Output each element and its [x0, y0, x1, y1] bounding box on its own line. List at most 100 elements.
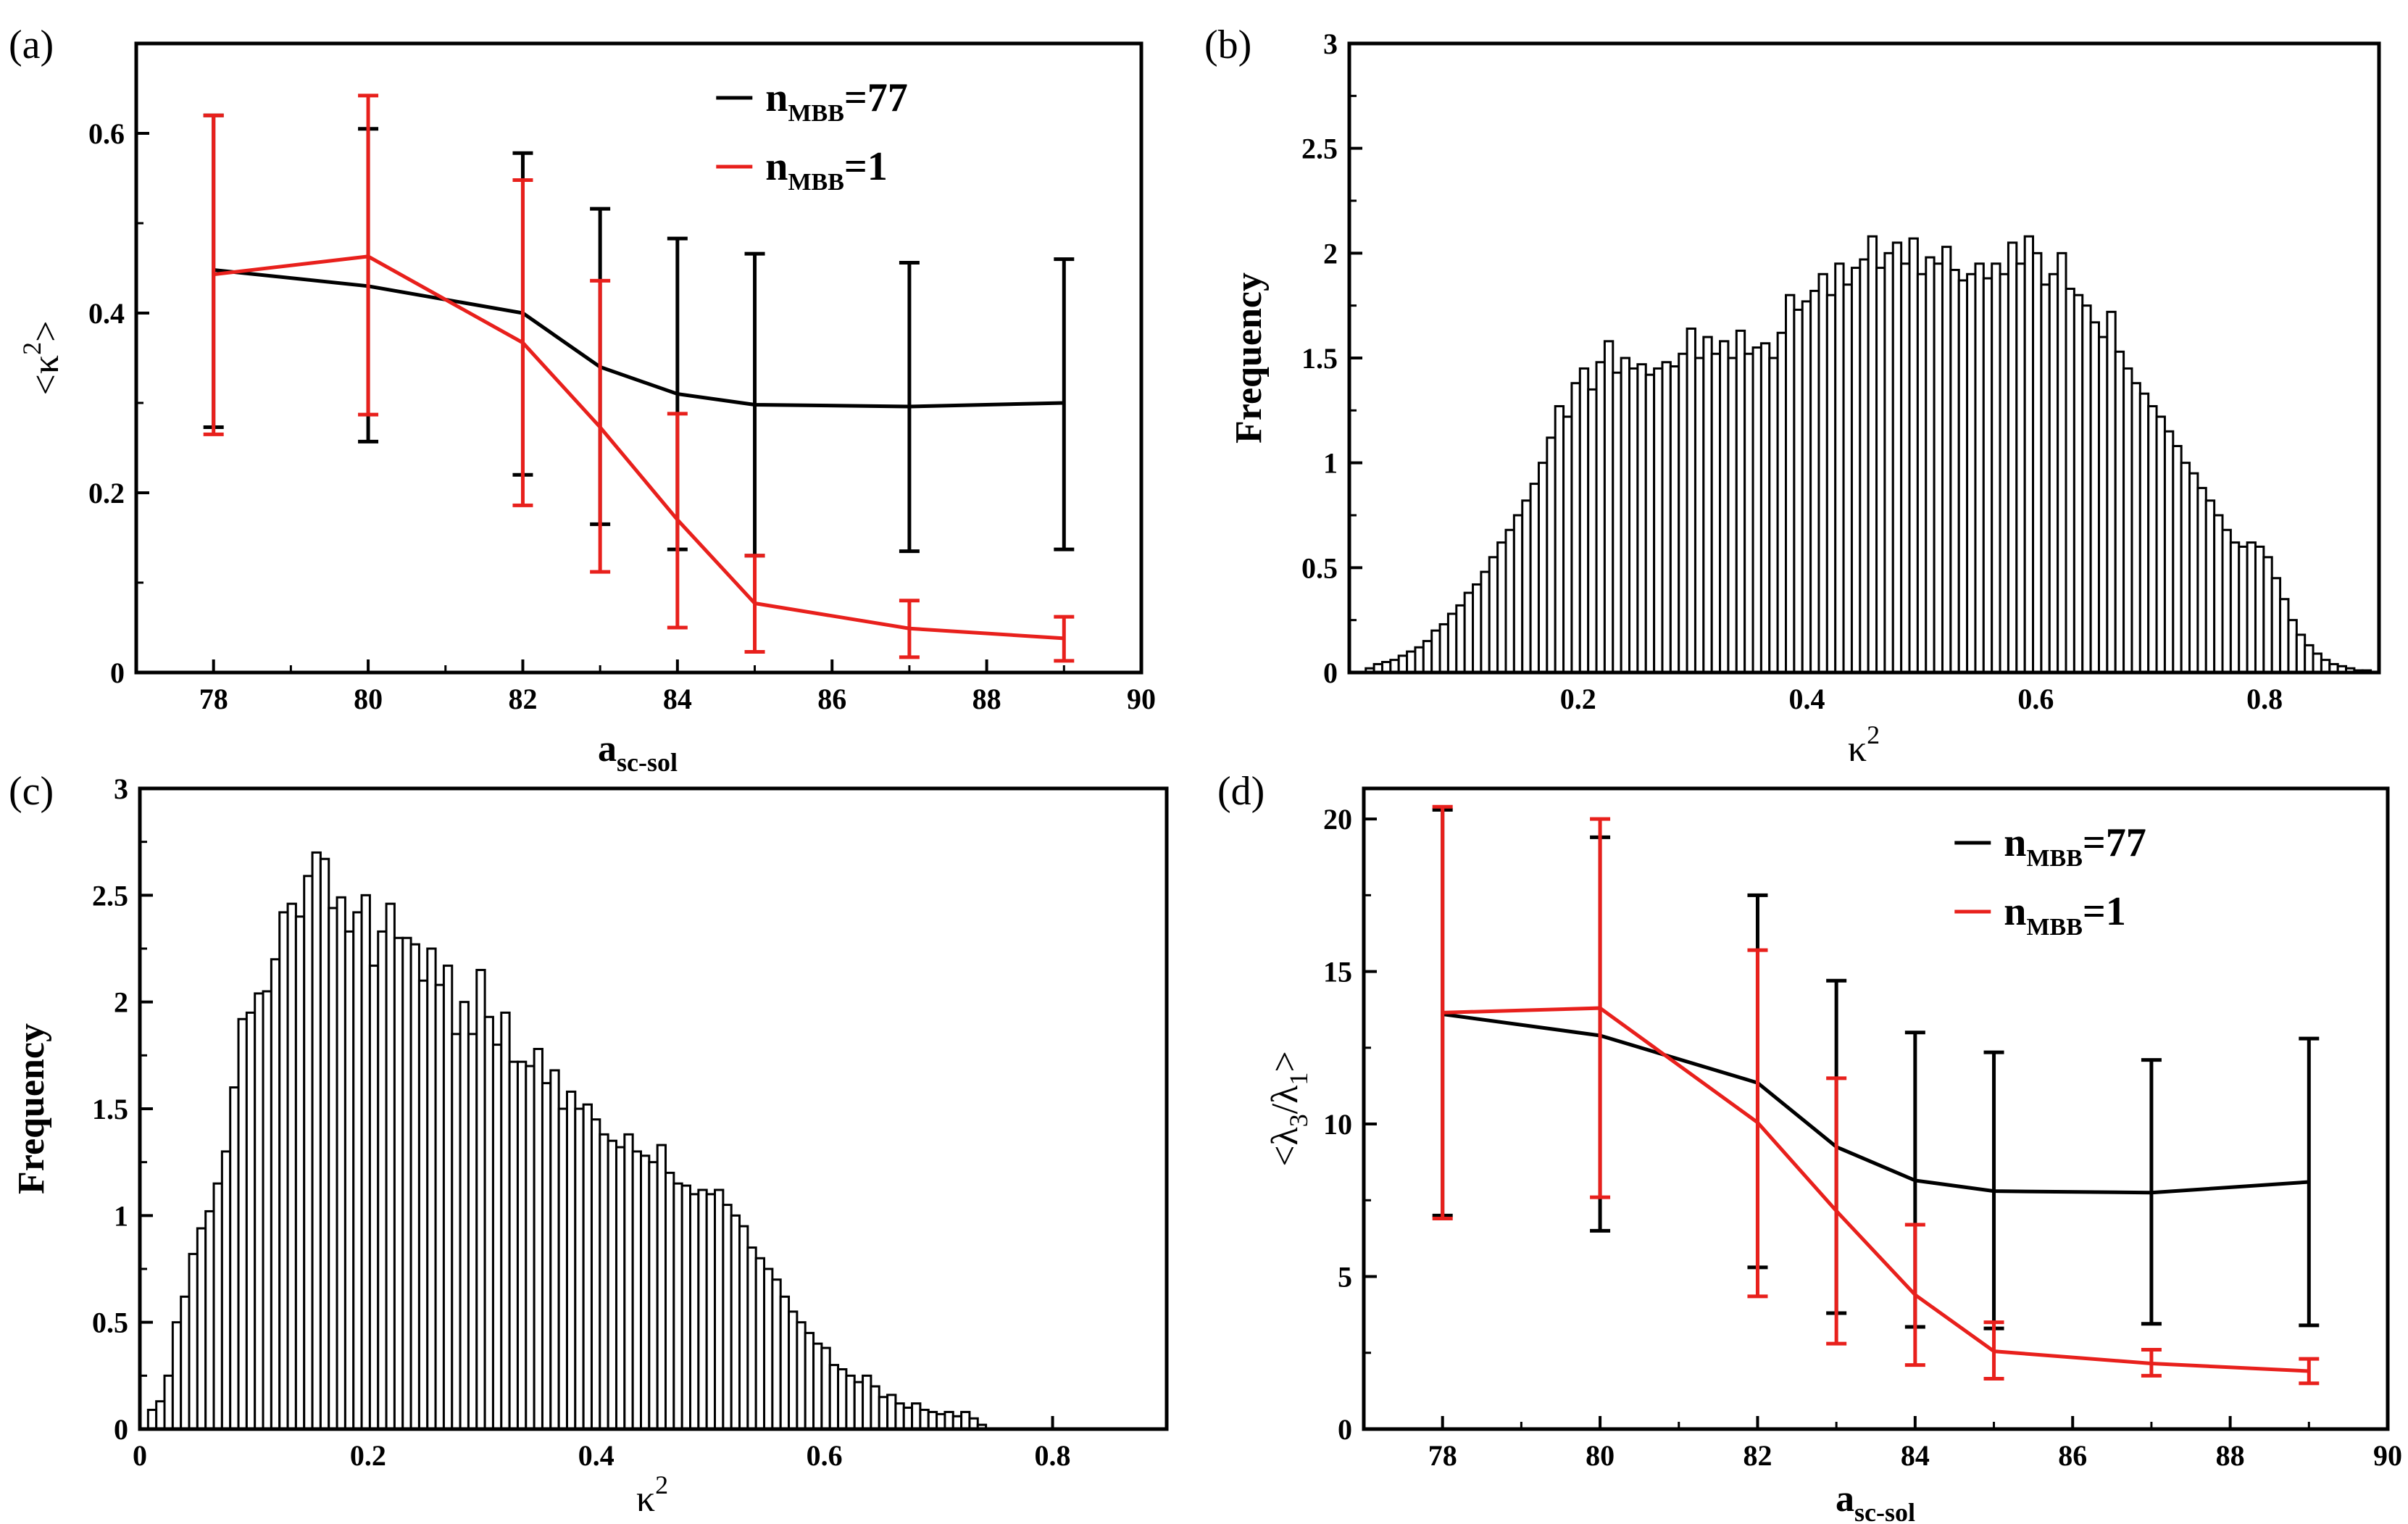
histogram-bar [1982, 277, 1994, 674]
histogram-bar [1966, 272, 1977, 674]
histogram-bar [1727, 357, 1738, 674]
series-nmbb-1 [1432, 804, 2320, 1386]
histogram-bar [426, 947, 437, 1431]
histogram-bar [680, 1184, 692, 1431]
x-tick-label: 0.4 [1789, 683, 1825, 715]
histogram-bar [220, 1150, 232, 1431]
y-axis-label-sub: 3 [1284, 1114, 1313, 1127]
histogram-bar [549, 1069, 560, 1431]
histogram-bar [1678, 352, 1688, 674]
histogram-bar [1759, 342, 1771, 674]
legend-label: nMBB=1 [765, 144, 888, 196]
histogram-bar [648, 1161, 659, 1431]
histogram-bar [294, 915, 306, 1431]
histogram-bar [902, 1407, 914, 1431]
series-line [1442, 1006, 2309, 1373]
series-line [213, 254, 1065, 641]
histogram-bar [607, 1139, 617, 1431]
panel-letter: (d) [1217, 769, 1265, 814]
histogram-bar [820, 1346, 831, 1431]
histogram-bar [2122, 367, 2133, 674]
histogram-bar [1389, 659, 1400, 674]
panel-letter: (b) [1204, 22, 1251, 67]
histogram-bar [434, 983, 445, 1431]
histogram-bar [2172, 445, 2183, 674]
histogram-bar [1636, 363, 1647, 674]
histogram-bar [2057, 251, 2067, 674]
histogram-bar [2180, 462, 2191, 674]
histogram-bar [565, 1090, 577, 1431]
legend-label-main: n [2004, 889, 2026, 934]
panel-letter: (a) [9, 22, 54, 67]
histogram-bar [878, 1396, 889, 1431]
y-axis-label: <κ2> [17, 321, 67, 396]
histogram-bar [1455, 604, 1466, 674]
y-tick-label: 1 [114, 1199, 128, 1232]
histogram-bar [722, 1204, 733, 1431]
histogram-bar [1719, 340, 1730, 674]
histogram-bar [951, 1415, 963, 1431]
histogram-bar [1751, 346, 1762, 674]
series-nmbb-77 [203, 113, 1075, 558]
histogram-bar [730, 1214, 741, 1431]
y-tick-label: 0.2 [88, 477, 125, 509]
histogram-bar [1644, 373, 1656, 674]
histogram-bar [1504, 528, 1515, 674]
histogram-bar [1925, 256, 1936, 674]
histogram-bar [146, 1408, 158, 1431]
histogram-bar [2238, 545, 2249, 674]
histogram-bar [483, 1015, 494, 1431]
x-tick-label: 84 [1901, 1439, 1930, 1472]
y-tick-label: 0 [1338, 1413, 1352, 1446]
histogram-bar [788, 1310, 799, 1431]
x-axis-label-main: κ [1848, 728, 1867, 770]
histogram-bar [1825, 293, 1837, 674]
x-tick-label: 0.6 [2017, 683, 2054, 715]
histogram-bar [1785, 293, 1796, 674]
histogram-bar [1842, 283, 1853, 674]
histogram-bar [862, 1374, 872, 1431]
histogram-bar [812, 1342, 823, 1431]
x-axis-label-sub: sc-sol [617, 748, 678, 777]
histogram-bar [1710, 352, 1722, 674]
histogram-bar [1974, 262, 1985, 674]
panel-a: (a)78 80 82 84 86 88 9000.20.40.6nMBB=77nMBB=1… [9, 22, 1156, 777]
histogram-bar [541, 1082, 552, 1431]
histogram-bar [1768, 357, 1779, 674]
legend-label-sub: MBB [2026, 914, 2082, 941]
histogram-bar [738, 1225, 749, 1431]
histogram-bar [270, 958, 281, 1431]
y-tick-label: 15 [1323, 956, 1352, 988]
y-tick-label: 1.5 [1301, 342, 1338, 375]
histogram-bar [1595, 361, 1606, 674]
y-tick-label: 5 [1338, 1261, 1352, 1294]
histogram-bar [237, 1017, 248, 1431]
histogram-bar [853, 1381, 865, 1431]
x-tick-label: 80 [1586, 1439, 1615, 1472]
y-tick-label: 20 [1323, 803, 1352, 836]
x-tick-label: 90 [1127, 683, 1156, 715]
histogram-bars [1365, 235, 2372, 674]
histogram-bar [1702, 336, 1713, 674]
y-tick-label: 2 [114, 986, 128, 1019]
x-axis-label-main: κ [636, 1478, 655, 1520]
x-axis-label: asc-sol [598, 728, 678, 777]
y-tick-label: 0.5 [92, 1307, 128, 1339]
x-tick-label: 0 [133, 1439, 147, 1472]
y-tick-label: 1 [1323, 447, 1338, 480]
histogram-bar [1430, 629, 1441, 674]
histogram-bar [894, 1402, 905, 1431]
x-axis-label-sup: 2 [1867, 720, 1880, 749]
y-tick-label: 2.5 [92, 879, 128, 912]
histogram-bar [2320, 659, 2331, 674]
histogram-bar [1422, 640, 1433, 674]
histogram-bar [1891, 241, 1903, 674]
y-tick-label: 3 [114, 773, 128, 805]
histogram-bar [1834, 262, 1845, 674]
histogram-bar [754, 1257, 766, 1431]
histogram-bar [1397, 654, 1409, 674]
x-tick-label: 88 [972, 683, 1001, 715]
histogram-bars [146, 851, 988, 1431]
histogram-bar [2204, 499, 2216, 674]
